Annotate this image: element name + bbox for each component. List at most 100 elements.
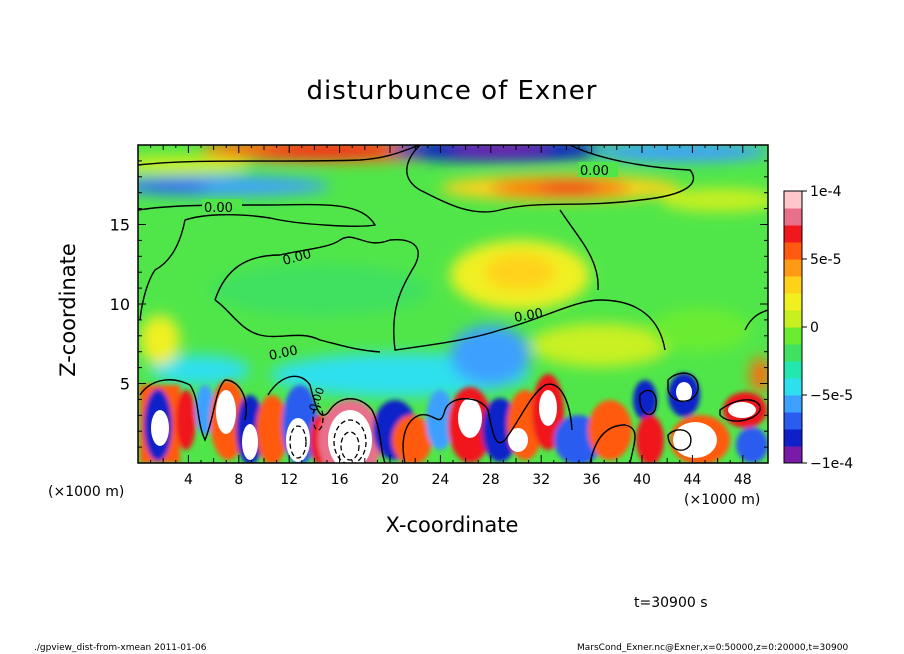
field-blob bbox=[138, 180, 210, 192]
field-blob bbox=[530, 323, 670, 367]
chart-title: disturbunce of Exner bbox=[306, 76, 598, 106]
field-core bbox=[216, 390, 236, 434]
contour-line bbox=[214, 236, 666, 351]
x-tick-label: 40 bbox=[633, 472, 651, 488]
contour-line bbox=[589, 424, 636, 463]
heatmap-field: 0.00 0.00 0.00 0.00 0.00 0.00 bbox=[138, 145, 768, 463]
colorbar-swatch bbox=[784, 344, 802, 362]
field-core bbox=[458, 398, 482, 438]
z-unit-label: (×1000 m) bbox=[48, 484, 125, 500]
colorbar-swatch bbox=[784, 191, 802, 209]
contour-line bbox=[406, 145, 695, 213]
field-core bbox=[508, 428, 528, 452]
colorbar-swatch bbox=[784, 378, 802, 396]
colorbar-swatch bbox=[784, 293, 802, 311]
x-unit-label: (×1000 m) bbox=[684, 492, 761, 508]
field-core bbox=[673, 422, 717, 458]
y-axis: 5 10 15 bbox=[110, 144, 768, 464]
contour-label-bg bbox=[202, 199, 242, 214]
field-blob bbox=[176, 390, 196, 450]
contour-label-bg bbox=[578, 162, 618, 177]
field-core bbox=[328, 410, 372, 463]
field-blob bbox=[660, 188, 768, 212]
colorbar-tick-label: −5e-5 bbox=[810, 388, 853, 404]
x-tick-label: 28 bbox=[482, 472, 500, 488]
field-blob bbox=[140, 315, 180, 365]
contour-line bbox=[402, 383, 573, 463]
x-axis-label-text: X-coordinate bbox=[385, 513, 519, 537]
x-axis-label: X-coordinate bbox=[0, 513, 904, 537]
x-tick-label: 16 bbox=[331, 472, 349, 488]
x-tick-label: 24 bbox=[431, 472, 449, 488]
field-smooth-layer bbox=[138, 145, 768, 397]
field-blob bbox=[633, 380, 657, 420]
field-core bbox=[728, 402, 756, 418]
contour-line bbox=[267, 375, 386, 463]
field-blob bbox=[256, 395, 288, 463]
contour-line bbox=[667, 429, 692, 451]
contour-label: 0.00 bbox=[281, 247, 313, 269]
colorbar-swatch bbox=[784, 395, 802, 413]
colorbar-swatch bbox=[784, 310, 802, 328]
field-core bbox=[151, 410, 169, 446]
x-tick-label: 44 bbox=[683, 472, 701, 488]
colorbar-tick-label: −1e-4 bbox=[810, 456, 853, 472]
contour-line bbox=[340, 431, 360, 461]
field-blob bbox=[485, 254, 555, 290]
colorbar-swatch bbox=[784, 276, 802, 294]
field-blob bbox=[450, 145, 550, 154]
colorbar-swatch bbox=[784, 259, 802, 277]
field-core bbox=[539, 390, 557, 426]
field-blob bbox=[736, 427, 768, 463]
x-tick-label: 4 bbox=[184, 472, 193, 488]
colorbar-tick-label: 0 bbox=[810, 320, 819, 336]
field-blob bbox=[210, 265, 430, 315]
footer-left: ./gpview_dist-from-xmean 2011-01-06 bbox=[34, 643, 207, 653]
contour-line bbox=[312, 405, 324, 431]
contour-line bbox=[639, 389, 657, 415]
colorbar-swatch bbox=[784, 327, 802, 345]
contour-line bbox=[214, 299, 381, 353]
contour-line bbox=[138, 203, 377, 321]
contour-line bbox=[744, 309, 768, 331]
x-tick-label: 20 bbox=[381, 472, 399, 488]
field-blob bbox=[750, 357, 768, 393]
contour-line bbox=[719, 399, 761, 422]
field-core bbox=[676, 382, 692, 402]
field-blob bbox=[392, 415, 432, 463]
colorbar-swatch bbox=[784, 361, 802, 379]
contour-line bbox=[667, 372, 699, 402]
x-axis: 4 8 12 16 20 24 28 32 36 40 44 48 bbox=[137, 145, 769, 488]
field-blob bbox=[636, 415, 664, 463]
zero-contours bbox=[138, 145, 768, 463]
x-tick-label: 8 bbox=[234, 472, 243, 488]
field-saturated-cores bbox=[151, 382, 756, 463]
colorbar-tick-label: 1e-4 bbox=[810, 184, 842, 200]
contour-line bbox=[289, 425, 307, 459]
colorbar-swatch bbox=[784, 208, 802, 226]
field-blob bbox=[540, 182, 600, 194]
field-blob bbox=[590, 145, 768, 162]
y-tick-label: 10 bbox=[110, 295, 130, 314]
field-core bbox=[242, 424, 258, 460]
colorbar-swatch bbox=[784, 242, 802, 260]
field-blob bbox=[450, 325, 530, 385]
x-tick-label: 12 bbox=[280, 472, 298, 488]
field-blob bbox=[588, 400, 632, 460]
contour-label: 0.00 bbox=[268, 343, 299, 364]
y-tick-label: 5 bbox=[120, 375, 130, 394]
colorbar-swatch bbox=[784, 225, 802, 243]
footer-right: MarsCond_Exner.nc@Exner,x=0:50000,z=0:20… bbox=[577, 643, 849, 653]
colorbar-tick-label: 5e-5 bbox=[810, 252, 841, 268]
contour-label: 0.00 bbox=[204, 201, 233, 216]
x-tick-label: 48 bbox=[734, 472, 752, 488]
contour-line bbox=[559, 209, 599, 291]
x-tick-label: 32 bbox=[532, 472, 550, 488]
contour-label: 0.00 bbox=[513, 306, 544, 326]
contour-line bbox=[139, 379, 247, 442]
contour-labels: 0.00 0.00 0.00 0.00 0.00 0.00 bbox=[202, 162, 618, 413]
time-label: t=30900 s bbox=[634, 595, 708, 611]
colorbar: 1e-4 5e-5 0 −5e-5 −1e-4 bbox=[783, 184, 853, 472]
y-tick-label: 15 bbox=[110, 216, 130, 235]
